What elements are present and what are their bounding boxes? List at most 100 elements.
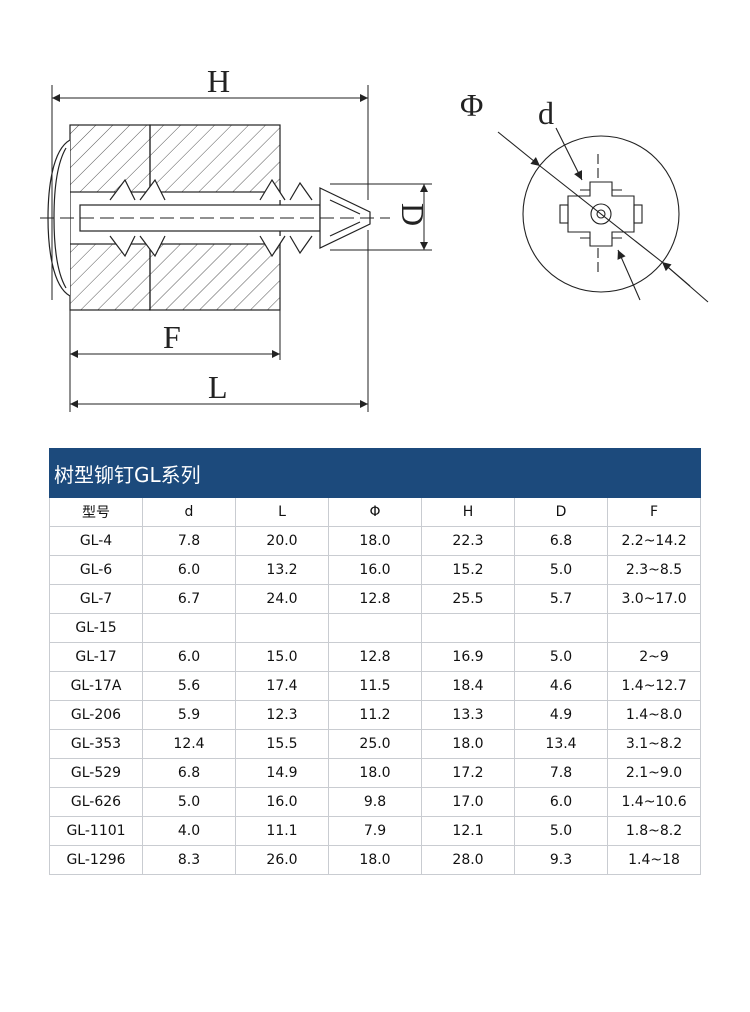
model-cell: GL-15 (49, 613, 143, 643)
value-cell: 16.9 (421, 642, 515, 672)
value-cell: 6.8 (514, 526, 608, 556)
value-cell: 6.0 (142, 555, 236, 585)
value-cell: 17.4 (235, 671, 329, 701)
table-body: GL-4 7.8 20.0 18.0 22.3 6.8 2.2~14.2 GL-6 6.0 13.… (49, 526, 702, 875)
model-cell: GL-353 (49, 729, 143, 759)
model-cell: GL-17 (49, 642, 143, 672)
value-cell: 5.6 (142, 671, 236, 701)
value-cell: 15.0 (235, 642, 329, 672)
value-cell: 1.8~8.2 (606, 816, 702, 846)
table-header-row: 型号 d L Φ H D F (49, 497, 702, 527)
value-cell: 11.5 (328, 671, 422, 701)
column-header: L (235, 497, 329, 527)
value-cell: 6.7 (142, 584, 236, 614)
value-cell: 2.3~8.5 (606, 555, 702, 585)
value-cell: 18.0 (328, 758, 422, 788)
column-header: d (142, 497, 236, 527)
value-cell (514, 613, 608, 643)
model-cell: GL-626 (49, 787, 143, 817)
label-D: D (395, 203, 431, 226)
value-cell: 16.0 (328, 555, 422, 585)
value-cell: 1.4~12.7 (606, 671, 702, 701)
table-row: GL-17A 5.6 17.4 11.5 18.4 4.6 1.4~12.7 (49, 671, 702, 701)
model-cell: GL-4 (49, 526, 143, 556)
value-cell: 7.8 (142, 526, 236, 556)
spec-table: 树型铆钉GL系列 型号 d L Φ H D F GL-4 7.8 20.0 18.0 2… (48, 448, 702, 875)
table-title-row: 树型铆钉GL系列 (48, 448, 702, 498)
table-row: GL-206 5.9 12.3 11.2 13.3 4.9 1.4~8.0 (49, 700, 702, 730)
value-cell (606, 613, 702, 643)
value-cell: 28.0 (421, 845, 515, 875)
value-cell: 5.9 (142, 700, 236, 730)
model-cell: GL-529 (49, 758, 143, 788)
value-cell (328, 613, 422, 643)
value-cell: 9.3 (514, 845, 608, 875)
value-cell: 20.0 (235, 526, 329, 556)
value-cell: 9.8 (328, 787, 422, 817)
table-row: GL-4 7.8 20.0 18.0 22.3 6.8 2.2~14.2 (49, 526, 702, 556)
table-row: GL-6 6.0 13.2 16.0 15.2 5.0 2.3~8.5 (49, 555, 702, 585)
side-view (40, 124, 390, 311)
value-cell: 6.0 (142, 642, 236, 672)
model-cell: GL-1296 (49, 845, 143, 875)
table-row: GL-1296 8.3 26.0 18.0 28.0 9.3 1.4~18 (49, 845, 702, 875)
value-cell: 14.9 (235, 758, 329, 788)
value-cell: 25.5 (421, 584, 515, 614)
value-cell (421, 613, 515, 643)
model-cell: GL-17A (49, 671, 143, 701)
table-row: GL-17 6.0 15.0 12.8 16.9 5.0 2~9 (49, 642, 702, 672)
rivet-technical-drawing: H F L D Φ d (40, 63, 709, 412)
value-cell: 3.0~17.0 (606, 584, 702, 614)
value-cell: 5.0 (514, 642, 608, 672)
column-header: F (606, 497, 702, 527)
value-cell: 12.4 (142, 729, 236, 759)
value-cell: 13.2 (235, 555, 329, 585)
value-cell: 13.3 (421, 700, 515, 730)
table-row: GL-1101 4.0 11.1 7.9 12.1 5.0 1.8~8.2 (49, 816, 702, 846)
value-cell: 1.4~8.0 (606, 700, 702, 730)
value-cell: 7.8 (514, 758, 608, 788)
value-cell (235, 613, 329, 643)
value-cell: 12.3 (235, 700, 329, 730)
table-title: 树型铆钉GL系列 (48, 448, 702, 498)
value-cell: 12.1 (421, 816, 515, 846)
dimensions (51, 85, 432, 412)
front-view (497, 127, 709, 303)
value-cell (142, 613, 236, 643)
table-row: GL-15 (49, 613, 702, 643)
value-cell: 6.8 (142, 758, 236, 788)
value-cell: 18.0 (421, 729, 515, 759)
value-cell: 15.5 (235, 729, 329, 759)
column-header: Φ (328, 497, 422, 527)
value-cell: 22.3 (421, 526, 515, 556)
column-header: 型号 (49, 497, 143, 527)
table-row: GL-626 5.0 16.0 9.8 17.0 6.0 1.4~10.6 (49, 787, 702, 817)
model-cell: GL-206 (49, 700, 143, 730)
model-cell: GL-1101 (49, 816, 143, 846)
value-cell: 26.0 (235, 845, 329, 875)
value-cell: 1.4~18 (606, 845, 702, 875)
value-cell: 18.0 (328, 526, 422, 556)
value-cell: 2.2~14.2 (606, 526, 702, 556)
model-cell: GL-7 (49, 584, 143, 614)
value-cell: 12.8 (328, 584, 422, 614)
value-cell: 4.6 (514, 671, 608, 701)
value-cell: 1.4~10.6 (606, 787, 702, 817)
value-cell: 11.2 (328, 700, 422, 730)
value-cell: 5.7 (514, 584, 608, 614)
label-phi: Φ (460, 87, 483, 123)
value-cell: 16.0 (235, 787, 329, 817)
value-cell: 13.4 (514, 729, 608, 759)
value-cell: 2~9 (606, 642, 702, 672)
value-cell: 5.0 (514, 555, 608, 585)
value-cell: 6.0 (514, 787, 608, 817)
value-cell: 15.2 (421, 555, 515, 585)
table-row: GL-7 6.7 24.0 12.8 25.5 5.7 3.0~17.0 (49, 584, 702, 614)
value-cell: 17.2 (421, 758, 515, 788)
model-cell: GL-6 (49, 555, 143, 585)
value-cell: 7.9 (328, 816, 422, 846)
value-cell: 11.1 (235, 816, 329, 846)
value-cell: 18.4 (421, 671, 515, 701)
label-F: F (163, 319, 181, 355)
column-header: H (421, 497, 515, 527)
